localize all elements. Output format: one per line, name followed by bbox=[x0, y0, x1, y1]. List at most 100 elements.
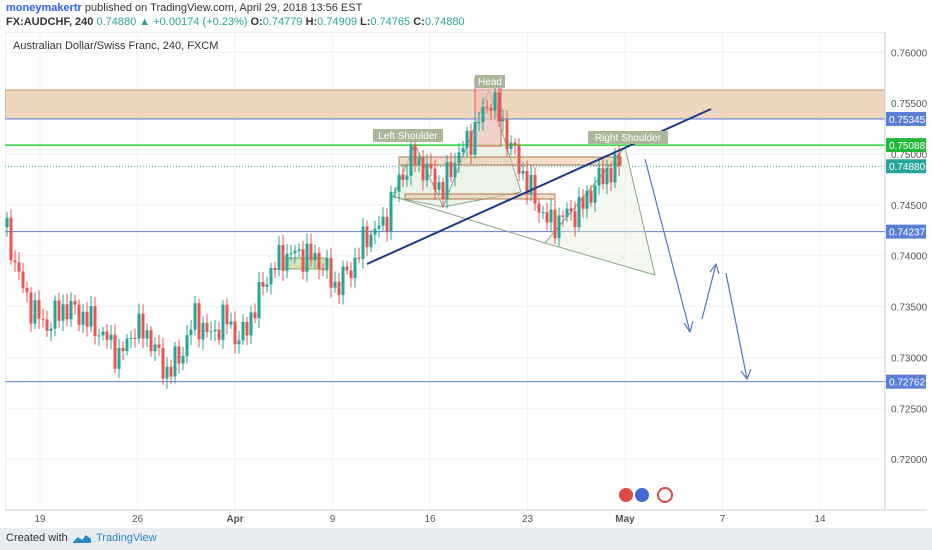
price-axis[interactable]: 0.76000 0.75500 0.75000 0.74500 0.74000 0.735… bbox=[884, 32, 927, 510]
neckline-box-lower bbox=[404, 193, 556, 200]
candle-body bbox=[617, 153, 621, 167]
candle-body bbox=[189, 329, 193, 336]
price-chart[interactable]: Left Shoulder Head Right Shoulder Austra… bbox=[5, 32, 927, 526]
high-value: 0.74909 bbox=[317, 16, 357, 28]
candle-body bbox=[601, 167, 605, 185]
candle-body bbox=[37, 300, 41, 319]
candle-body bbox=[541, 212, 545, 214]
candle-body bbox=[369, 234, 373, 248]
candle-body bbox=[121, 347, 125, 352]
head-label: Head bbox=[478, 77, 502, 88]
time-axis[interactable]: 19 26 Apr 9 16 23 May 7 14 bbox=[34, 514, 826, 525]
candle-body bbox=[301, 249, 305, 272]
arrow-3-head-icon bbox=[740, 368, 752, 381]
australia-flag-icon[interactable] bbox=[635, 488, 649, 502]
y-tick-label: 0.72000 bbox=[891, 455, 927, 466]
candle-body bbox=[349, 270, 353, 279]
candle-body bbox=[445, 162, 449, 199]
publication-line: moneymakertr published on TradingView.co… bbox=[6, 2, 362, 14]
candle-body bbox=[101, 331, 105, 336]
candle-body bbox=[485, 106, 489, 109]
price-badge-bg bbox=[886, 138, 926, 153]
candle-body bbox=[537, 203, 541, 213]
x-tick-label: 7 bbox=[720, 514, 726, 525]
candle-body bbox=[305, 243, 309, 272]
left-shoulder-triangle bbox=[392, 142, 444, 208]
candle-body bbox=[317, 252, 321, 270]
candle-body bbox=[45, 319, 49, 331]
close-value: 0.74880 bbox=[424, 16, 465, 28]
price-badge: 0.75088 bbox=[889, 141, 926, 152]
arrow-1-head-icon bbox=[683, 320, 694, 334]
neckline-box-upper bbox=[398, 156, 622, 166]
candle-body bbox=[233, 321, 237, 345]
candle-body bbox=[153, 344, 157, 352]
candle-body bbox=[461, 148, 465, 153]
x-tick-label: 16 bbox=[424, 514, 436, 525]
candle-body bbox=[265, 284, 269, 287]
candle-body bbox=[97, 335, 101, 337]
candle-body bbox=[297, 249, 301, 251]
candle-body bbox=[385, 216, 389, 232]
candle-body bbox=[213, 329, 217, 332]
candle-body bbox=[93, 306, 97, 337]
candle-body bbox=[473, 122, 477, 155]
candle-body bbox=[561, 215, 565, 217]
candle-body bbox=[69, 301, 73, 320]
candle-body bbox=[157, 344, 161, 348]
candle-body bbox=[313, 252, 317, 261]
chart-title: Australian Dollar/Swiss Franc, 240, FXCM bbox=[13, 40, 218, 52]
candle-body bbox=[225, 304, 229, 325]
up-triangle-icon: ▲ bbox=[139, 16, 151, 28]
candle-body bbox=[221, 304, 225, 340]
candle-body bbox=[569, 208, 573, 212]
arrow-2 bbox=[701, 263, 717, 320]
candle-body bbox=[277, 244, 281, 271]
candle-body bbox=[77, 304, 81, 325]
events-count-icon[interactable] bbox=[657, 487, 673, 503]
publication-text: published on TradingView.com, April 29, … bbox=[84, 2, 363, 14]
candle-body bbox=[421, 157, 425, 181]
candle-body bbox=[453, 163, 457, 178]
candle-body bbox=[613, 153, 617, 183]
candle-body bbox=[417, 157, 421, 165]
price-badge: 0.72762 bbox=[889, 378, 926, 389]
candle-body bbox=[341, 266, 345, 296]
candle-body bbox=[593, 185, 597, 203]
created-with-label: Created with bbox=[6, 532, 68, 544]
candle-body bbox=[405, 175, 409, 180]
candle-body bbox=[249, 312, 253, 336]
candle-body bbox=[113, 334, 117, 369]
candle-body bbox=[413, 144, 417, 165]
candle-body bbox=[145, 330, 149, 339]
candle-body bbox=[81, 311, 85, 325]
event-flag-icon[interactable] bbox=[619, 488, 633, 502]
candle-body bbox=[401, 174, 405, 180]
candle-body bbox=[529, 175, 533, 195]
candle-body bbox=[389, 192, 393, 232]
candle-body bbox=[281, 244, 285, 271]
candle-body bbox=[557, 215, 561, 239]
candle-body bbox=[73, 301, 77, 305]
candle-body bbox=[521, 170, 525, 174]
candle-body bbox=[173, 346, 177, 377]
candle-body bbox=[549, 209, 553, 223]
candle-body bbox=[513, 142, 517, 146]
candle-body bbox=[237, 340, 241, 345]
y-tick-label: 0.72500 bbox=[891, 404, 927, 415]
candle-body bbox=[345, 266, 349, 271]
low-label: L: bbox=[360, 16, 371, 28]
arrow-2-head-icon bbox=[709, 262, 720, 275]
left-shoulder-label: Left Shoulder bbox=[378, 131, 438, 142]
last-price: 0.74880 bbox=[96, 16, 137, 28]
candle-body bbox=[517, 145, 521, 174]
open-label: O: bbox=[250, 16, 263, 28]
candle-body bbox=[325, 257, 329, 271]
tradingview-brand-link[interactable]: TradingView bbox=[96, 532, 157, 544]
candle-body bbox=[217, 329, 221, 340]
y-tick-label: 0.75500 bbox=[891, 99, 927, 110]
candle-body bbox=[137, 313, 141, 339]
candle-body bbox=[117, 347, 121, 369]
candle-body bbox=[29, 292, 33, 324]
author-link[interactable]: moneymakertr bbox=[6, 2, 82, 14]
